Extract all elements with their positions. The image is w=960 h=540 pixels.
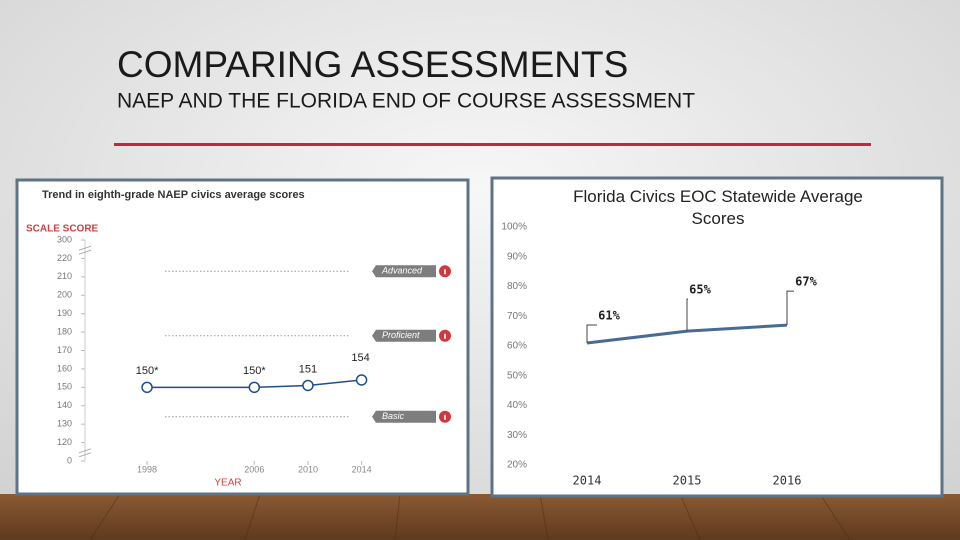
y-tick-label: 300 (57, 234, 72, 244)
chart: Trend in eighth-grade NAEP civics averag… (26, 189, 451, 489)
chart-title: Trend in eighth-grade NAEP civics averag… (42, 189, 305, 201)
level-tag (372, 265, 436, 278)
level-label: Basic (382, 411, 405, 421)
y-tick-label: 50% (507, 370, 527, 381)
y-tick-label: 150 (57, 382, 72, 392)
leader-line (586, 324, 597, 344)
level-tag (372, 410, 436, 423)
chart: Florida Civics EOC Statewide Average Scor… (501, 187, 862, 487)
y-tick-label: 180 (57, 326, 72, 336)
data-label: 154 (351, 352, 369, 364)
y-tick-label: 170 (57, 345, 72, 355)
level-label: Proficient (382, 330, 420, 340)
data-point (302, 379, 314, 392)
y-tick-label: 140 (57, 400, 72, 410)
y-tick-label: 210 (57, 271, 72, 281)
chart-title: Florida Civics EOC Statewide Average Scor… (573, 187, 863, 228)
data-label: 61% (598, 309, 620, 323)
data-point (248, 381, 261, 394)
y-axis-label: SCALE SCORE (26, 224, 99, 235)
y-tick-label: 30% (507, 430, 527, 441)
y-tick-label: 160 (57, 363, 72, 373)
slide-subtitle: NAEP AND THE FLORIDA END OF COURSE ASSES… (117, 90, 695, 113)
y-tick-label: 40% (507, 400, 527, 411)
data-label: 150* (243, 365, 266, 377)
level-tag (372, 329, 436, 342)
wood-floor (0, 494, 960, 540)
axis-break (78, 245, 92, 255)
y-tick-label: 120 (57, 437, 72, 447)
x-tick-label: 2014 (352, 464, 372, 474)
y-tick-label: 190 (57, 308, 72, 318)
info-glyph (444, 333, 446, 339)
data-label: 65% (689, 283, 711, 297)
leader-line (786, 290, 794, 326)
data-point (355, 374, 368, 386)
floor-boards (89, 493, 851, 540)
x-tick-label: 1998 (137, 464, 157, 474)
leader-line (686, 298, 688, 332)
title-line: Florida Civics EOC Statewide Average (573, 187, 863, 206)
data-point (141, 381, 153, 394)
y-tick-label: 220 (57, 253, 72, 263)
x-axis-label: YEAR (214, 478, 241, 489)
data-label: 150* (136, 365, 159, 377)
x-tick-label: 2014 (573, 474, 602, 488)
y-tick-label: 200 (57, 290, 72, 300)
y-tick-label: 60% (507, 341, 527, 352)
y-tick-label: 0 (67, 455, 72, 465)
y-tick-label: 70% (507, 311, 527, 322)
info-glyph (444, 414, 446, 420)
x-tick-label: 2006 (244, 464, 264, 474)
y-tick-label: 80% (507, 281, 527, 292)
y-tick-label: 100% (501, 222, 527, 233)
y-tick-label: 130 (57, 419, 72, 429)
x-tick-label: 2016 (773, 474, 802, 488)
x-tick-label: 2010 (298, 464, 318, 474)
series-line (147, 379, 362, 389)
slide-title: COMPARING ASSESSMENTS (117, 44, 628, 85)
eoc-panel (490, 176, 944, 498)
level-label: Advanced (381, 266, 423, 276)
title-rule (114, 143, 871, 146)
y-tick-label: 90% (507, 251, 527, 262)
axis-break (78, 448, 92, 458)
title-line: Scores (692, 209, 745, 228)
info-glyph (444, 269, 446, 275)
data-label: 67% (795, 275, 817, 289)
x-tick-label: 2015 (673, 474, 702, 488)
data-label: 151 (299, 363, 317, 375)
y-tick-label: 20% (507, 460, 527, 471)
